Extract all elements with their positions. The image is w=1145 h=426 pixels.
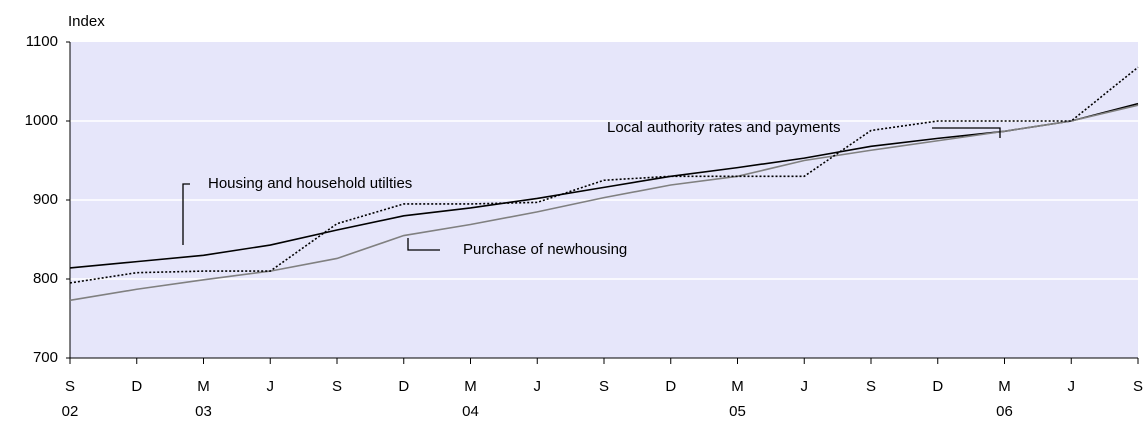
x-year-label: 06	[996, 403, 1013, 420]
x-year-label: 02	[62, 403, 79, 420]
x-year-label: 03	[195, 403, 212, 420]
y-tick-label: 1100	[26, 33, 58, 50]
x-tick-label: J	[267, 378, 275, 395]
x-tick-label: S	[866, 378, 876, 395]
x-tick-label: M	[197, 378, 210, 395]
x-tick-label: M	[731, 378, 744, 395]
x-tick-label: D	[932, 378, 943, 395]
y-axis-label: Index	[68, 13, 105, 30]
annotation-leader	[182, 183, 190, 245]
annotation-label: Housing and household utilties	[208, 175, 412, 192]
x-tick-label: M	[998, 378, 1011, 395]
y-tick-label: 700	[33, 349, 58, 366]
annotation-label: Local authority rates and payments	[607, 119, 840, 136]
x-tick-label: D	[665, 378, 676, 395]
x-tick-label: S	[1133, 378, 1143, 395]
x-tick-label: S	[599, 378, 609, 395]
series-line	[69, 66, 1139, 284]
x-tick-label: D	[398, 378, 409, 395]
y-tick-label: 1000	[25, 112, 58, 129]
y-tick-label: 800	[33, 270, 58, 287]
series-line	[69, 102, 1139, 269]
series-line	[69, 104, 1139, 302]
x-tick-label: J	[534, 378, 542, 395]
x-year-label: 05	[729, 403, 746, 420]
x-tick-label: J	[1068, 378, 1076, 395]
annotation-label: Purchase of newhousing	[463, 241, 627, 258]
x-tick-label: S	[332, 378, 342, 395]
annotation-leader	[932, 127, 1001, 138]
x-year-label: 04	[462, 403, 479, 420]
y-tick-label: 900	[33, 191, 58, 208]
x-tick-label: S	[65, 378, 75, 395]
x-tick-label: J	[801, 378, 809, 395]
annotation-leader	[407, 238, 440, 251]
x-tick-label: D	[131, 378, 142, 395]
x-tick-label: M	[464, 378, 477, 395]
